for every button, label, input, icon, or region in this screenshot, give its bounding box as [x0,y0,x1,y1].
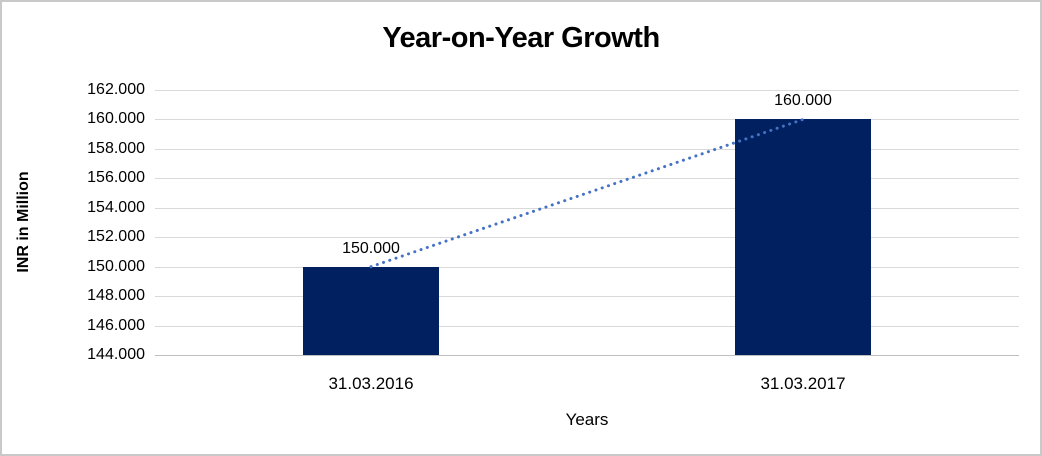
gridline [155,266,1019,268]
bar-value-label: 160.000 [774,92,832,110]
x-axis-line [155,355,1019,356]
y-tick-label: 156.000 [87,169,145,187]
y-tick-label: 160.000 [87,110,145,128]
gridline [155,178,1019,180]
x-category-label: 31.03.2016 [328,374,414,393]
gridline [155,296,1019,298]
x-category-label: 31.03.2017 [760,374,846,393]
y-tick-label: 158.000 [87,139,145,157]
y-axis-title: INR in Million [15,171,32,273]
bar-31.03.2016[interactable] [303,266,439,355]
trendline-dotted-line [369,117,805,269]
trendline [369,117,805,269]
gridline [155,325,1019,327]
gridline [155,237,1019,239]
gridline [155,148,1019,150]
y-tick-label: 152.000 [87,228,145,246]
y-tick-label: 144.000 [87,346,145,363]
gridline [155,90,1019,91]
x-axis-title: Years [565,410,609,429]
bar-31.03.2017[interactable] [735,119,871,355]
y-tick-label: 148.000 [87,287,145,305]
plot-area: 150.000 160.000 [155,90,1019,356]
y-tick-label: 154.000 [87,198,145,216]
y-tick-label: 146.000 [87,316,145,334]
gridline [155,119,1019,121]
bar-value-label: 150.000 [342,239,400,257]
chart-title: Year-on-Year Growth [382,22,660,54]
gridline [155,207,1019,209]
y-tick-label: 150.000 [87,257,145,275]
y-tick-label: 162.000 [87,81,145,98]
